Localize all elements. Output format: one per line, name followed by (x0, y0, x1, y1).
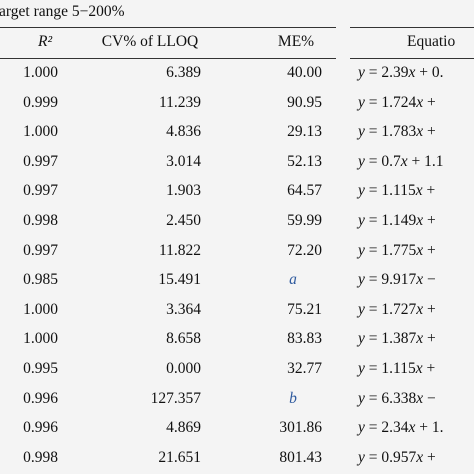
cv-cell: 4.836 (166, 123, 201, 141)
rule (0, 58, 336, 59)
r2-cell: 0.995 (23, 360, 58, 377)
me-cell: 75.21 (287, 300, 322, 318)
cv-cell: 21.651 (158, 448, 201, 466)
me-cell: 29.13 (287, 123, 322, 141)
equation-cell: y = 1.115x + (358, 360, 436, 377)
equation-cell: y = 1.775x + (358, 241, 436, 259)
cv-cell: 11.239 (158, 93, 201, 111)
cv-cell: 11.822 (158, 241, 201, 259)
me-cell: 801.43 (279, 448, 322, 466)
me-cell: 64.57 (287, 182, 322, 200)
me-cell: 83.83 (287, 330, 322, 348)
cv-cell: 1.903 (166, 182, 201, 200)
me-cell: 90.95 (287, 93, 322, 111)
me-cell: 32.77 (287, 360, 322, 377)
header-cell: Equatio (407, 33, 456, 50)
equation-cell: y = 1.783x + (358, 123, 436, 141)
r2-cell: 0.996 (23, 389, 58, 407)
caption: arget range 5−200% (0, 3, 125, 20)
equation-cell: y = 0.957x + (358, 448, 436, 466)
me-cell: 40.00 (287, 64, 322, 81)
r2-cell: 1.000 (23, 64, 58, 81)
footnote-cell: b (289, 389, 297, 407)
equation-cell: y = 9.917x − (358, 271, 436, 289)
me-cell: 52.13 (287, 152, 322, 170)
equation-cell: y = 2.39x + 0. (358, 64, 444, 81)
cv-cell: 3.014 (166, 152, 201, 170)
equation-cell: y = 6.338x − (358, 389, 436, 407)
r2-cell: 0.997 (23, 152, 58, 170)
r2-cell: 1.000 (23, 330, 58, 348)
equation-cell: y = 0.7x + 1.1 (358, 152, 444, 170)
cv-cell: 15.491 (158, 271, 201, 289)
cv-cell: 4.869 (166, 419, 201, 437)
rule (350, 27, 474, 28)
r2-cell: 1.000 (23, 300, 58, 318)
cv-cell: 8.658 (166, 330, 201, 348)
me-cell: 59.99 (287, 212, 322, 229)
r2-cell: 0.998 (23, 448, 58, 466)
rule (350, 58, 474, 59)
r2-cell: 0.999 (23, 93, 58, 111)
r2-cell: 0.996 (23, 419, 58, 437)
r2-cell: 0.997 (23, 182, 58, 200)
cv-cell: 6.389 (166, 64, 201, 81)
equation-cell: y = 2.34x + 1. (358, 419, 444, 437)
header-cell: ME% (277, 33, 315, 50)
equation-cell: y = 1.724x + (358, 93, 436, 111)
r2-cell: 1.000 (23, 123, 58, 141)
cv-cell: 3.364 (166, 300, 201, 318)
equation-cell: y = 1.115x + (358, 182, 436, 200)
equation-cell: y = 1.727x + (358, 300, 436, 318)
equation-cell: y = 1.149x + (358, 212, 436, 229)
header-cell: CV% of LLOQ (101, 33, 199, 50)
cv-cell: 127.357 (150, 389, 201, 407)
r2-cell: 0.997 (23, 241, 58, 259)
cv-cell: 0.000 (166, 360, 201, 377)
r2-cell: 0.985 (23, 271, 58, 289)
footnote-cell: a (289, 271, 297, 289)
r2-cell: 0.998 (23, 212, 58, 229)
me-cell: 72.20 (287, 241, 322, 259)
rule (0, 27, 336, 28)
header-cell: R² (38, 33, 53, 50)
equation-cell: y = 1.387x + (358, 330, 436, 348)
me-cell: 301.86 (279, 419, 322, 437)
cv-cell: 2.450 (166, 212, 201, 229)
